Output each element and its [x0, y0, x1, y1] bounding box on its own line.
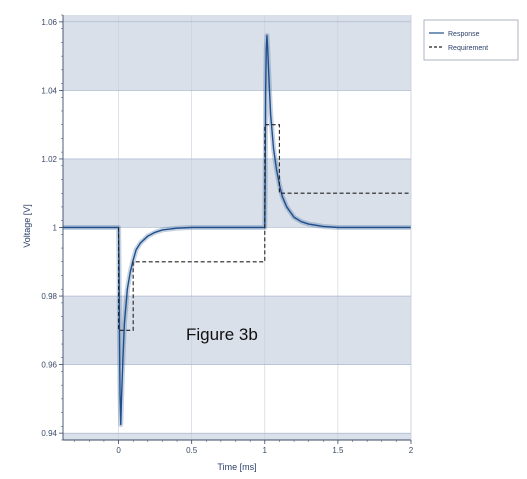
series-lines [63, 33, 411, 428]
x-axis-title: Time [ms] [217, 462, 256, 472]
legend-label-requirement: Requirement [448, 45, 488, 52]
response-line-halo [63, 33, 411, 428]
shaded-band-0 [63, 433, 411, 440]
x-tick-label-3: 1.5 [332, 446, 344, 455]
x-tick-label-0: 0 [116, 446, 121, 455]
shaded-bands [63, 15, 411, 440]
x-tick-label-4: 2 [409, 446, 414, 455]
requirement-line [118, 124, 411, 331]
y-axis-title: Voltage [V] [22, 204, 32, 248]
y-tick-label-5: 1.04 [41, 86, 57, 95]
y-tick-label-1: 0.96 [41, 361, 57, 370]
legend-label-response: Response [448, 31, 480, 38]
shaded-band-3 [63, 15, 411, 91]
y-tick-label-3: 1 [53, 224, 58, 233]
x-tick-label-1: 0.5 [186, 446, 198, 455]
shaded-band-2 [63, 158, 411, 228]
legend: Response Requirement [423, 19, 519, 61]
y-tick-label-4: 1.02 [41, 155, 57, 164]
ticks: 0 0.5 1 1.5 2 0.94 0.96 0.98 1 1.02 1.04 1.06 [41, 14, 414, 455]
legend-box [423, 19, 519, 61]
y-tick-label-6: 1.06 [41, 18, 57, 27]
y-tick-label-2: 0.98 [41, 292, 57, 301]
annotation-label: Figure 3b [186, 325, 258, 344]
x-tick-label-2: 1 [263, 446, 268, 455]
response-line [63, 34, 411, 426]
y-tick-label-0: 0.94 [41, 429, 57, 438]
